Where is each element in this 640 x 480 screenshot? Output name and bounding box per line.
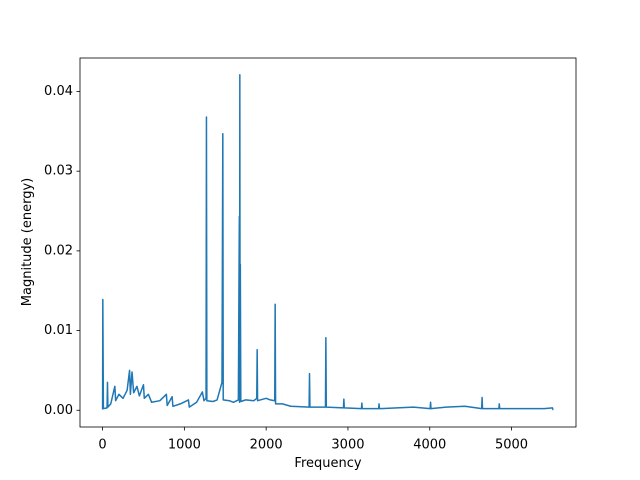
x-axis-label: Frequency: [294, 456, 361, 471]
y-tick-label: 0.00: [44, 403, 73, 418]
y-axis-label: Magnitude (energy): [20, 178, 35, 306]
y-tick-label: 0.02: [44, 243, 73, 258]
line: [101, 73, 554, 411]
y-tick-label: 0.04: [44, 84, 73, 99]
x-tick-label: 5000: [495, 438, 528, 453]
y-tick-label: 0.01: [44, 323, 73, 338]
axes-frame: [79, 57, 577, 428]
x-tick-label: 4000: [413, 438, 446, 453]
x-tick-label: 2000: [250, 438, 283, 453]
x-tick-label: 0: [98, 438, 106, 453]
y-tick-label: 0.03: [44, 164, 73, 179]
x-tick-label: 1000: [168, 438, 201, 453]
x-tick-label: 3000: [331, 438, 364, 453]
